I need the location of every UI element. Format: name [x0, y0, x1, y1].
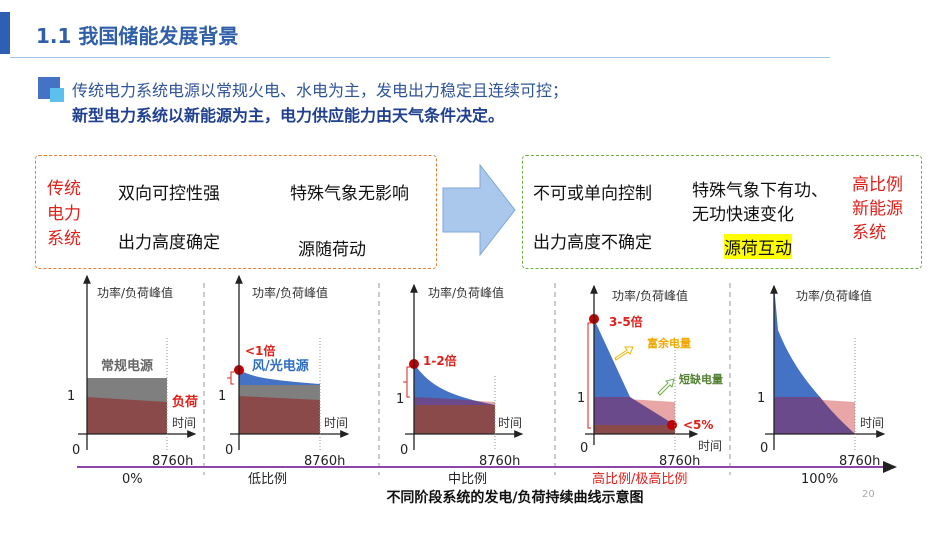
load-label: 负荷 [172, 394, 198, 410]
stage-label: 低比例 [248, 472, 287, 487]
overlap-area [774, 397, 855, 434]
new-system-label: 高比例 [852, 175, 903, 195]
title-divider [10, 57, 830, 58]
zero-label: 0 [760, 441, 768, 456]
bullet-line-2: 新型电力系统以新能源为主，电力供应能力由天气条件决定。 [72, 106, 505, 125]
x-axis-label: 时间 [860, 416, 884, 430]
zero-label: 0 [72, 443, 80, 458]
traditional-label: 系统 [47, 229, 81, 249]
peak-label: <1倍 [245, 343, 275, 358]
level-one-label: 1 [67, 389, 75, 404]
feature: 特殊气象无影响 [290, 184, 409, 204]
x-axis-label: 时间 [698, 439, 722, 453]
renewable-area [414, 364, 495, 405]
load-area [414, 405, 495, 434]
traditional-system-box [35, 155, 437, 269]
panel-low [227, 365, 320, 434]
transition-arrow [442, 163, 516, 257]
traditional-label: 电力 [47, 204, 81, 224]
peak-label: 3-5倍 [609, 314, 643, 329]
page-title: 1.1 我国储能发展背景 [36, 24, 239, 48]
surplus-arrow-icon [614, 346, 634, 361]
stage-dividers [203, 283, 731, 475]
bullet-icon-accent [50, 88, 64, 102]
feature: 出力高度确定 [118, 233, 220, 253]
feature: 不可或单向控制 [533, 184, 652, 204]
peak-label: 1-2倍 [423, 353, 457, 368]
diagram-caption: 不同阶段系统的发电/负荷持续曲线示意图 [386, 489, 643, 506]
traditional-label: 传统 [47, 179, 81, 199]
feature: 特殊气象下有功、 [692, 181, 828, 201]
renewable-label: 风/光电源 [252, 358, 309, 374]
panel-high [587, 314, 677, 434]
new-system-label: 新能源 [852, 199, 903, 219]
new-system-label: 系统 [852, 223, 886, 243]
surplus-area [774, 285, 820, 397]
conventional-label: 常规电源 [101, 358, 153, 374]
min-label: <5% [683, 418, 713, 432]
end-markers [166, 338, 856, 450]
shortage-arrow-icon [657, 378, 675, 396]
overlap-area [414, 397, 495, 405]
title-accent-bar [0, 12, 10, 54]
x-end-label: 8760h [839, 454, 880, 469]
surplus-label: 富余电量 [647, 336, 691, 350]
feature: 无功快速变化 [692, 205, 794, 225]
y-axis-label: 功率/负荷峰值 [796, 288, 872, 303]
stage-label: 中比例 [448, 472, 487, 487]
level-one-label: 1 [218, 389, 226, 404]
panel-0pct [87, 378, 167, 434]
feature-highlight: 源荷互动 [724, 234, 792, 259]
x-axis-label: 时间 [498, 416, 522, 430]
level-one-label: 1 [577, 391, 585, 406]
x-axis-label: 时间 [324, 416, 348, 430]
level-one-label: 1 [396, 392, 404, 407]
feature: 出力高度不确定 [533, 233, 652, 253]
bullet-line-1: 传统电力系统电源以常规火电、水电为主，发电出力稳定且连续可控； [72, 81, 569, 100]
zero-label: 0 [580, 441, 588, 456]
page-number: 20 [862, 489, 875, 500]
feature: 源随荷动 [298, 240, 366, 260]
zero-label: 0 [400, 443, 408, 458]
load-area [239, 396, 320, 434]
y-axis-label: 功率/负荷峰值 [97, 285, 173, 300]
axes [78, 274, 886, 450]
x-end-label: 8760h [479, 454, 520, 469]
new-system-box [522, 155, 922, 269]
x-axis-label: 时间 [172, 416, 196, 430]
x-end-label: 8760h [304, 454, 345, 469]
surplus-area [594, 319, 630, 397]
stage-label: 0% [122, 472, 143, 487]
panel-100pct [774, 285, 855, 434]
y-axis-label: 功率/负荷峰值 [612, 288, 688, 303]
feature: 双向可控性强 [118, 184, 220, 204]
y-axis-label: 功率/负荷峰值 [428, 285, 504, 300]
level-one-label: 1 [757, 391, 765, 406]
stage-label: 高比例/极高比例 [592, 471, 687, 487]
zero-label: 0 [225, 443, 233, 458]
renewable-area [239, 370, 320, 385]
x-end-label: 8760h [152, 454, 193, 469]
panel-mid [403, 359, 495, 434]
shortage-label: 短缺电量 [679, 372, 723, 386]
x-end-label: 8760h [659, 454, 700, 469]
y-axis-label: 功率/负荷峰值 [252, 285, 328, 300]
stage-label: 100% [801, 472, 838, 487]
overlap-area [594, 397, 675, 425]
load-area [87, 397, 167, 434]
